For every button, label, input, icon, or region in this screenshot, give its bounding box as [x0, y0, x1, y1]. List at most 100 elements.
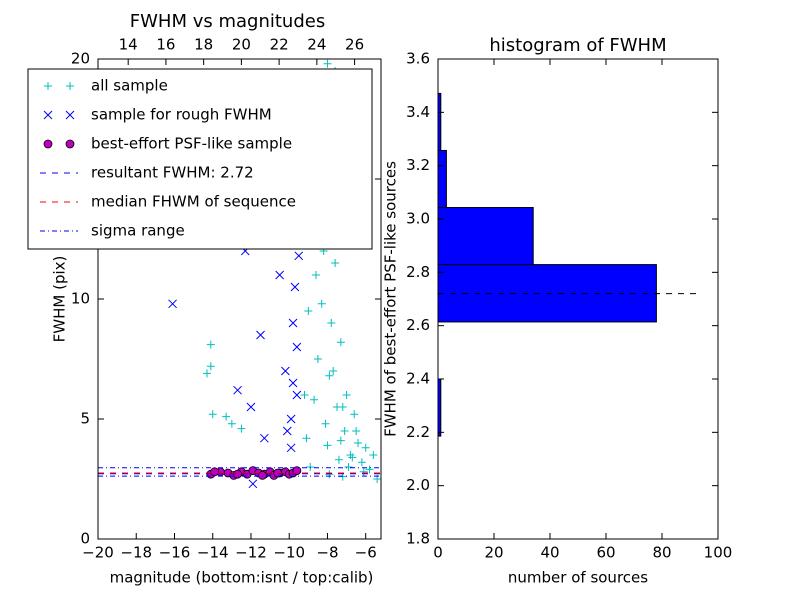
point	[168, 299, 177, 309]
y-tick-label: 2.0	[406, 476, 430, 494]
point	[288, 318, 298, 328]
legend-label: sample for rough FWHM	[91, 106, 272, 124]
x-tick-label: −18	[120, 544, 152, 562]
y-tick-label: 2.4	[406, 370, 430, 388]
point	[348, 453, 357, 462]
legend-frame	[27, 68, 373, 250]
point	[233, 385, 242, 395]
point	[354, 439, 363, 447]
legend-marker	[65, 110, 75, 120]
y-tick-label: 20	[71, 50, 90, 68]
point	[282, 426, 292, 436]
y-tick-label: 2.2	[406, 423, 430, 441]
point	[338, 403, 347, 411]
x-tick-label: 40	[540, 544, 559, 562]
point	[317, 299, 326, 308]
bar	[437, 207, 534, 266]
plot-area	[98, 59, 381, 489]
x-axis-label: magnitude (bottom:isnt / top:calib)	[110, 569, 374, 587]
y-tick-label: 3.2	[406, 156, 430, 174]
bar	[437, 149, 447, 209]
legend-label: best-effort PSF-like sample	[91, 135, 292, 153]
point	[292, 342, 302, 352]
point	[325, 371, 334, 380]
y-axis-label: FWHM of best-effort PSF-like sources	[382, 161, 400, 437]
x-tick-label: −6	[355, 544, 377, 562]
point	[281, 366, 290, 376]
point	[357, 458, 366, 467]
point	[321, 419, 330, 428]
point	[365, 465, 374, 474]
point	[311, 271, 320, 279]
x-tick-label: −14	[197, 544, 229, 562]
x2-tick-label: 22	[270, 36, 289, 54]
point	[237, 424, 246, 433]
point	[323, 59, 332, 68]
legend-label: median FHWM of sequence	[91, 193, 296, 211]
y-tick-label: 2.6	[406, 316, 430, 334]
legend-label: all sample	[91, 77, 168, 95]
point	[288, 378, 298, 388]
x-tick-label: −8	[316, 544, 338, 562]
y-tick-label: 3.0	[406, 210, 430, 228]
x2-tick-label: 18	[194, 36, 213, 54]
legend: all sample sample for rough FWHM best-effo…	[27, 68, 373, 250]
point	[222, 412, 231, 421]
point	[286, 414, 296, 424]
legend-marker	[66, 82, 74, 90]
point	[248, 479, 258, 489]
x-tick-label: 60	[596, 544, 615, 562]
point	[361, 443, 370, 452]
legend-marker	[43, 139, 53, 149]
point	[208, 410, 217, 419]
point	[292, 390, 302, 400]
point	[206, 362, 215, 371]
point	[210, 467, 220, 477]
point	[227, 419, 236, 428]
point	[258, 470, 267, 480]
legend-label: sigma range	[91, 222, 185, 240]
point	[256, 330, 265, 340]
point	[246, 402, 256, 412]
x-tick-label: −10	[273, 544, 305, 562]
point	[336, 436, 345, 445]
x-tick-label: 80	[652, 544, 671, 562]
point	[352, 427, 361, 435]
point	[300, 391, 309, 399]
legend-label: resultant FWHM: 2.72	[91, 164, 254, 182]
point	[323, 441, 332, 450]
point	[306, 463, 315, 471]
point	[329, 367, 338, 375]
x-axis-label: number of sources	[508, 569, 648, 587]
point	[310, 395, 319, 404]
x2-tick-label: 14	[119, 36, 138, 54]
plot-frame	[437, 58, 719, 540]
legend-marker	[43, 110, 53, 120]
x-tick-label: 20	[484, 544, 503, 562]
y-tick-label: 2.8	[406, 263, 430, 281]
chart-title: FWHM vs magnitudes	[130, 11, 325, 32]
chart-title: histogram of FWHM	[489, 35, 666, 56]
x-tick-label: −12	[235, 544, 267, 562]
y-tick-label: 3.6	[406, 50, 430, 68]
point	[369, 451, 378, 459]
y-tick-label: 0	[80, 530, 90, 548]
legend-marker	[44, 82, 52, 90]
x2-tick-label: 26	[345, 36, 364, 54]
point	[260, 433, 269, 443]
point	[294, 251, 304, 261]
x2-tick-label: 16	[156, 36, 175, 54]
point	[344, 463, 353, 471]
x2-tick-label: 20	[232, 36, 251, 54]
x-tick-label: 100	[704, 544, 733, 562]
y-tick-label: 10	[71, 290, 90, 308]
y-tick-label: 1.8	[406, 530, 430, 548]
point	[206, 340, 215, 349]
legend-marker	[65, 139, 75, 149]
point	[327, 319, 336, 327]
point	[331, 259, 340, 267]
x-tick-label: −20	[82, 544, 114, 562]
point	[334, 455, 343, 464]
point	[342, 391, 351, 399]
